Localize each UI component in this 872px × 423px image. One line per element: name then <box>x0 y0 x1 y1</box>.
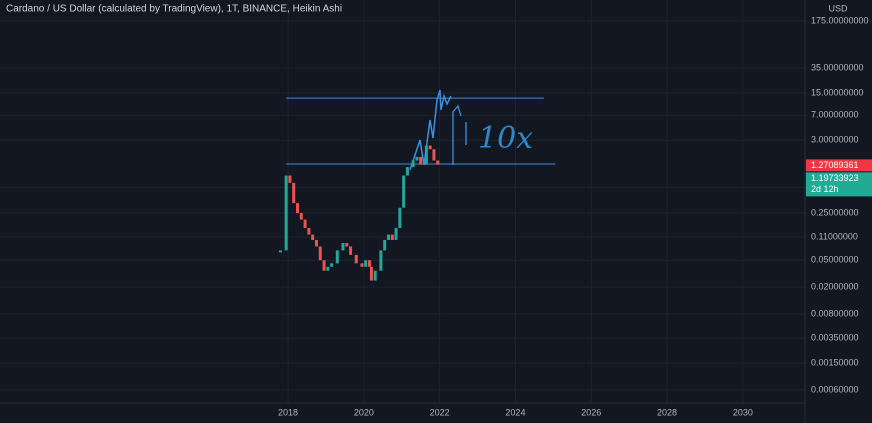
x-tick-label: 2024 <box>505 407 525 417</box>
y-tick-label: 0.02000000 <box>811 281 859 291</box>
candle <box>383 239 387 251</box>
candle <box>405 167 409 176</box>
y-tick-label: 15.00000000 <box>811 87 864 97</box>
price-label-bg <box>806 159 872 172</box>
candle <box>360 263 364 267</box>
countdown: 2d 12h <box>811 184 839 194</box>
y-tick-label: 35.00000000 <box>811 63 864 73</box>
hand-drawn-stroke <box>409 89 452 171</box>
candle <box>311 234 315 240</box>
x-tick-label: 2018 <box>278 407 298 417</box>
candle <box>296 203 300 214</box>
candle <box>428 145 432 150</box>
candle <box>390 234 394 240</box>
candle <box>386 234 390 240</box>
candle <box>284 175 288 251</box>
candle <box>288 175 292 183</box>
candle <box>335 250 339 264</box>
candle <box>419 156 423 165</box>
x-tick-label: 2020 <box>354 407 374 417</box>
candle <box>349 246 353 255</box>
candle <box>354 254 358 264</box>
y-tick-label: 0.25000000 <box>811 207 859 217</box>
candle <box>415 156 419 161</box>
candle <box>322 260 326 271</box>
candle <box>368 260 372 267</box>
y-tick-label: 7.00000000 <box>811 110 859 120</box>
candle <box>402 175 406 208</box>
price-label: 1.19733923 <box>811 173 859 183</box>
y-tick-label: 0.00350000 <box>811 333 859 343</box>
candle <box>379 250 383 271</box>
candle <box>411 160 415 168</box>
candle <box>345 243 349 247</box>
price-label: 1.27089361 <box>811 160 859 170</box>
candle <box>330 263 334 267</box>
candle <box>424 145 428 165</box>
chart-title: Cardano / US Dollar (calculated by Tradi… <box>6 4 342 15</box>
x-tick-label: 2022 <box>430 407 450 417</box>
x-tick-label: 2026 <box>581 407 601 417</box>
candle <box>369 266 373 281</box>
candle <box>341 243 345 251</box>
price-label-bg <box>806 172 872 197</box>
x-tick-label: 2028 <box>657 407 677 417</box>
y-tick-label: 0.00060000 <box>811 384 859 394</box>
annotation: 10x <box>478 121 533 156</box>
candle <box>314 239 318 247</box>
candle <box>373 270 377 281</box>
y-tick-label: 0.00150000 <box>811 357 859 367</box>
candle <box>364 260 368 267</box>
candle <box>307 228 311 235</box>
y-tick-label: 0.00800000 <box>811 308 859 318</box>
candle <box>303 219 307 229</box>
candle <box>278 250 282 253</box>
candle <box>398 207 402 229</box>
candle <box>299 213 303 220</box>
candle <box>326 266 330 271</box>
y-tick-label: 0.05000000 <box>811 255 859 265</box>
candle <box>318 246 322 261</box>
candle <box>432 149 436 161</box>
candle <box>394 228 398 240</box>
x-tick-label: 2030 <box>733 407 753 417</box>
currency: USD <box>828 3 848 13</box>
candle <box>436 160 440 165</box>
hand-drawn-arrow <box>452 104 467 165</box>
y-tick-label: 175.00000000 <box>811 15 869 25</box>
y-tick-label: 0.11000000 <box>811 232 858 242</box>
candle <box>292 182 296 204</box>
y-tick-label: 3.00000000 <box>811 135 859 145</box>
